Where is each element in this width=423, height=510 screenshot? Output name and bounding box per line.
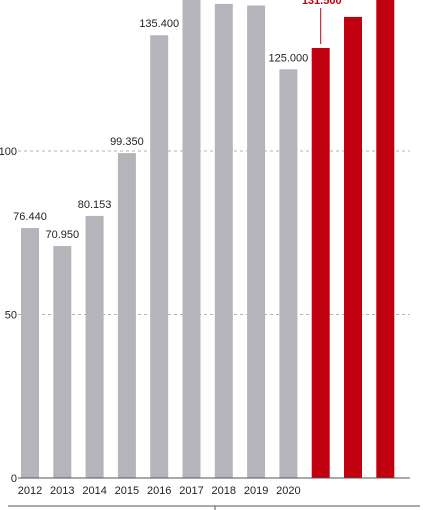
x-tick-label: 2013: [50, 485, 74, 497]
x-tick-label: 2016: [147, 485, 171, 497]
bar: [311, 47, 330, 479]
bar: [214, 3, 233, 478]
x-tick-label: 2014: [82, 485, 106, 497]
x-tick-label: 2018: [212, 485, 236, 497]
x-tick-label: 2015: [115, 485, 139, 497]
y-tick-label: 50: [5, 310, 17, 322]
bar: [344, 16, 362, 479]
x-tick-label: 2017: [179, 485, 203, 497]
x-tick-label: 2012: [18, 485, 42, 497]
value-label: 99.350: [110, 136, 144, 148]
bar: [21, 228, 39, 478]
bar: [376, 0, 395, 478]
value-label: 80.153: [78, 199, 112, 211]
bar: [53, 245, 72, 478]
value-label: 70.950: [45, 229, 79, 241]
value-label: 135.400: [139, 18, 179, 30]
axis-layer: [8, 477, 420, 510]
value-label: 76.440: [13, 211, 47, 223]
value-label: 131.500: [302, 0, 342, 7]
value-label: 125.000: [269, 52, 309, 64]
bar: [85, 215, 104, 478]
bar: [279, 69, 298, 478]
x-tick-label: 2020: [276, 485, 300, 497]
bar: [182, 0, 201, 478]
x-tick-label: 2019: [244, 485, 268, 497]
bar: [247, 5, 266, 479]
bar-layer: [21, 0, 395, 479]
y-tick-label: 0: [11, 473, 17, 485]
bar: [150, 35, 169, 478]
bar: [117, 153, 136, 479]
label-layer: 0 50 100 76.440 2012 70.950 2013 80.153 2014 99.3…: [0, 0, 342, 497]
y-tick-label: 100: [0, 146, 17, 158]
